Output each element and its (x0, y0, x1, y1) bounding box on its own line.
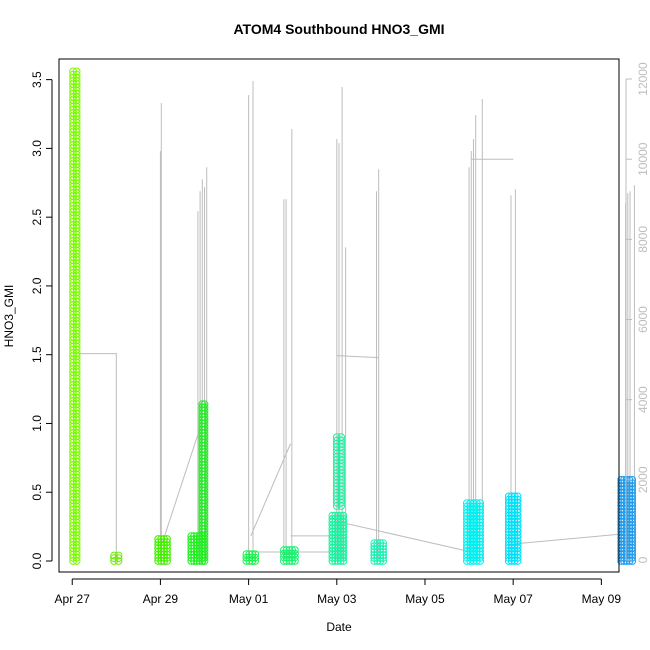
data-point (291, 549, 299, 558)
data-point (379, 554, 388, 562)
data-point (476, 502, 485, 511)
data-point (72, 67, 81, 76)
data-point (339, 511, 348, 520)
altitude-connector (250, 443, 291, 537)
data-point (163, 550, 171, 559)
data-point (628, 479, 637, 488)
flight-series (504, 492, 522, 565)
y2-tick-label: 6000 (636, 306, 650, 333)
y2-tick-label: 8000 (636, 226, 650, 253)
flight-series (187, 400, 209, 565)
y2-tick-label: 2000 (636, 466, 650, 493)
x-tick-label: May 05 (405, 592, 445, 606)
x-tick-label: May 01 (229, 592, 269, 606)
data-point (291, 546, 299, 554)
y2-tick-label: 0 (636, 556, 650, 563)
data-point (114, 554, 123, 563)
altitude-connector (162, 427, 201, 543)
x-tick-label: Apr 27 (55, 592, 91, 606)
y-tick-label: 2.0 (30, 277, 44, 294)
data-point (513, 492, 522, 501)
y-tick-label: 1.0 (30, 415, 44, 432)
data-point (337, 436, 346, 445)
x-tick-label: May 07 (493, 592, 533, 606)
y2-tick-label: 4000 (636, 386, 650, 413)
data-point (251, 553, 260, 562)
y-tick-label: 3.0 (30, 140, 44, 157)
y-tick-label: 0.0 (30, 552, 44, 569)
data-point (200, 403, 209, 412)
data-point (379, 542, 388, 550)
x-tick-label: Apr 29 (143, 592, 179, 606)
data-point (163, 538, 171, 546)
flight-series (617, 476, 637, 565)
x-axis-label: Date (326, 620, 352, 634)
y2-tick-label: 12000 (636, 62, 650, 96)
flight-series (370, 539, 388, 565)
data-point (114, 557, 123, 565)
y2-axis: 0 2000 4000 6000 8000 10000 12000 (625, 62, 650, 563)
altitude-connector (513, 533, 624, 545)
data-point (379, 551, 388, 559)
data-point (379, 545, 388, 553)
y-tick-label: 2.5 (30, 208, 44, 225)
data-point (110, 551, 118, 560)
flight-series (154, 535, 171, 565)
flight-series (110, 551, 123, 565)
data-point (163, 557, 171, 565)
data-point (163, 535, 171, 543)
x-tick-label: May 09 (582, 592, 622, 606)
flight-series (69, 67, 81, 565)
data-point (251, 550, 260, 558)
data-point (379, 539, 388, 547)
altitude-connector (74, 353, 117, 560)
y-tick-label: 0.5 (30, 484, 44, 501)
data-layer (69, 67, 637, 565)
data-point (379, 548, 388, 556)
data-point (72, 70, 81, 79)
y-tick-label: 3.5 (30, 71, 44, 88)
flight-series (463, 499, 485, 565)
data-point (114, 551, 123, 560)
altitude-connector (338, 521, 472, 553)
data-point (476, 499, 485, 508)
data-point (337, 433, 346, 442)
flight-series (280, 546, 299, 565)
x-axis: Apr 27 Apr 29 May 01 May 03 May 05 May 07 May … (55, 578, 622, 606)
flight-series (242, 550, 260, 565)
y-tick-label: 1.5 (30, 346, 44, 363)
y2-tick-label: 10000 (636, 142, 650, 176)
plot-frame (58, 58, 620, 573)
data-point (513, 495, 522, 504)
altitude-connector (336, 355, 379, 359)
data-point (163, 541, 171, 550)
x-tick-label: May 03 (317, 592, 357, 606)
data-point (379, 557, 388, 565)
y-axis: 0.0 0.5 1.0 1.5 2.0 2.5 3.0 3.5 (30, 71, 53, 569)
y-axis-label: HNO3_GMI (2, 285, 16, 348)
data-point (163, 547, 171, 556)
data-point (339, 515, 348, 523)
data-point (200, 400, 209, 409)
flight-series (328, 433, 348, 565)
chart-title: ATOM4 Southbound HNO3_GMI (233, 21, 444, 37)
